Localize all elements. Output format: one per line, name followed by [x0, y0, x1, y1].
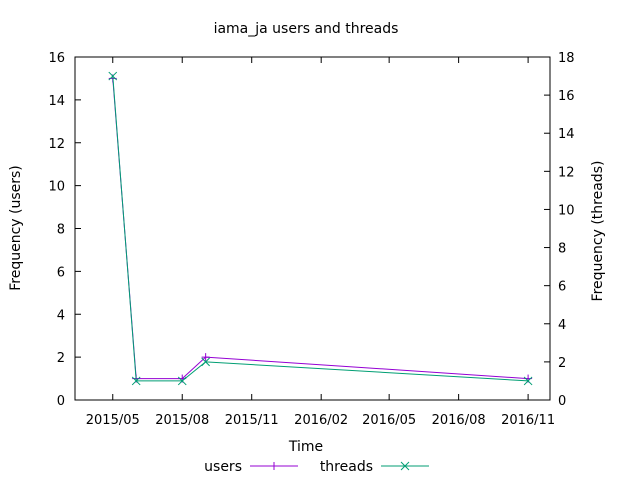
y2-tick-label: 16: [558, 89, 575, 104]
legend-label-threads: threads: [320, 459, 373, 475]
y2-axis-title: Frequency (threads): [590, 161, 606, 302]
y-tick-label: 12: [48, 137, 65, 152]
y-tick-label: 0: [57, 394, 65, 409]
legend-marker-threads: [400, 461, 410, 471]
x-tick-label: 2015/11: [225, 413, 279, 428]
x-tick-label: 2016/11: [501, 413, 555, 428]
users-data-point: [201, 353, 210, 362]
y-tick-label: 10: [48, 180, 65, 195]
chart-title: iama_ja users and threads: [214, 21, 399, 37]
x-tick-label: 2016/08: [432, 413, 486, 428]
y2-tick-label: 4: [558, 318, 566, 333]
y-tick-label: 14: [48, 94, 65, 109]
legend: users threads: [204, 459, 429, 475]
y-tick-label: 16: [48, 51, 65, 66]
threads-data-point: [131, 376, 141, 386]
y2-tick-label: 2: [558, 356, 566, 371]
y-tick-label: 4: [57, 308, 65, 323]
threads-data-point: [108, 71, 118, 81]
x-tick-label: 2015/08: [155, 413, 209, 428]
legend-label-users: users: [204, 459, 242, 475]
y2-tick-label: 10: [558, 203, 575, 218]
plot-marks: [75, 56, 550, 401]
x-tick-label: 2016/05: [362, 413, 416, 428]
threads-data-point: [523, 376, 533, 386]
y2-tick-label: 0: [558, 394, 566, 409]
y-tick-label: 8: [57, 223, 65, 238]
y2-tick-label: 6: [558, 280, 566, 295]
y2-tick-label: 14: [558, 127, 575, 142]
plot-frame: [74, 56, 551, 401]
y-tick-label: 6: [57, 265, 65, 280]
y2-tick-label: 18: [558, 51, 575, 66]
x-axis-title: Time: [288, 439, 323, 455]
y-tick-label: 2: [57, 351, 65, 366]
x-tick-label: 2016/02: [294, 413, 348, 428]
y-axis-title: Frequency (users): [8, 165, 24, 291]
x-tick-label: 2015/05: [86, 413, 140, 428]
threads-data-point: [201, 357, 210, 367]
y2-tick-label: 12: [558, 165, 575, 180]
threads-data-point: [177, 376, 187, 386]
y2-tick-label: 8: [558, 242, 566, 257]
legend-marker-users: [270, 462, 278, 470]
